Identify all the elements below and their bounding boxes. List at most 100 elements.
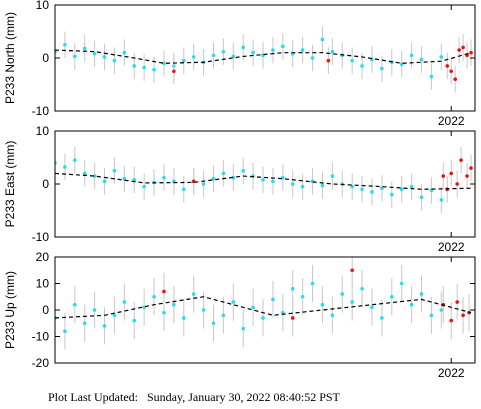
point [399, 62, 404, 67]
point [172, 302, 176, 307]
point [142, 65, 146, 70]
point [251, 305, 255, 310]
x-tick-label: 2022 [438, 366, 465, 380]
point [92, 51, 97, 56]
point [82, 171, 87, 176]
point [132, 64, 137, 68]
point [469, 166, 473, 170]
plot-area [55, 146, 473, 214]
point [419, 292, 424, 296]
point [231, 175, 236, 180]
point [82, 46, 87, 51]
model-line [55, 296, 472, 319]
point [370, 190, 374, 194]
y-axis-label: P233 Up (mm) [3, 271, 17, 349]
point [201, 308, 206, 312]
y-tick-label: -10 [32, 330, 50, 344]
point [172, 69, 176, 74]
point [102, 55, 107, 59]
point [340, 292, 345, 296]
point [320, 183, 325, 188]
point [300, 48, 305, 52]
footer: Plot Last Updated: Sunday, January 30, 2… [48, 390, 341, 404]
point [92, 308, 97, 312]
point [300, 184, 305, 189]
point [419, 57, 424, 62]
point [360, 64, 364, 68]
y-axis-label: P233 East (mm) [3, 141, 17, 228]
point [445, 64, 450, 68]
point [449, 171, 454, 176]
point [241, 168, 246, 173]
point [399, 281, 404, 286]
point [300, 294, 305, 299]
point [399, 187, 404, 192]
point [73, 158, 77, 162]
point [152, 67, 156, 72]
point [453, 77, 457, 81]
point [320, 302, 325, 307]
point [469, 50, 473, 55]
point [271, 297, 275, 302]
point [439, 55, 444, 59]
y-tick-label: 0 [42, 303, 49, 317]
point [261, 316, 265, 320]
point [271, 179, 275, 184]
point [350, 300, 354, 304]
point [380, 316, 384, 320]
point [132, 177, 137, 182]
point [449, 69, 454, 74]
point [441, 174, 446, 178]
point [181, 187, 186, 192]
point [191, 292, 196, 296]
y-tick-label: 0 [42, 51, 49, 65]
point [429, 74, 434, 79]
point [162, 289, 166, 294]
model-line [55, 172, 472, 190]
point [429, 313, 434, 318]
point [439, 198, 444, 202]
point [320, 37, 325, 42]
point [241, 45, 246, 50]
y-tick-label: 10 [36, 124, 50, 138]
point [449, 318, 454, 323]
point [461, 45, 465, 50]
plot-area [55, 26, 473, 93]
point [465, 174, 469, 178]
x-tick-label: 2022 [438, 114, 465, 128]
point [350, 268, 354, 273]
point [370, 305, 374, 310]
point [132, 318, 137, 323]
x-tick-label: 2022 [438, 240, 465, 254]
point [310, 56, 315, 60]
y-tick-label: 20 [36, 250, 50, 264]
point [221, 313, 226, 318]
point [455, 300, 459, 304]
point [162, 175, 166, 180]
y-tick-label: -10 [32, 104, 50, 118]
point [122, 50, 127, 55]
point [92, 174, 97, 178]
point [330, 313, 335, 318]
point [439, 308, 444, 312]
point [389, 192, 394, 197]
point [380, 66, 384, 71]
point [290, 316, 295, 320]
point [326, 58, 331, 63]
point [360, 187, 364, 192]
point [102, 179, 107, 184]
point [231, 300, 236, 304]
plot-area [55, 257, 472, 350]
point [191, 55, 196, 59]
point [290, 182, 295, 186]
y-axis-label: P233 North (mm) [3, 12, 17, 104]
point [457, 48, 461, 52]
y-tick-label: 0 [42, 177, 49, 191]
point [211, 321, 216, 326]
point [389, 294, 394, 299]
point [251, 50, 255, 55]
point [409, 184, 414, 189]
point [63, 42, 67, 47]
y-tick-label: 10 [36, 0, 50, 12]
